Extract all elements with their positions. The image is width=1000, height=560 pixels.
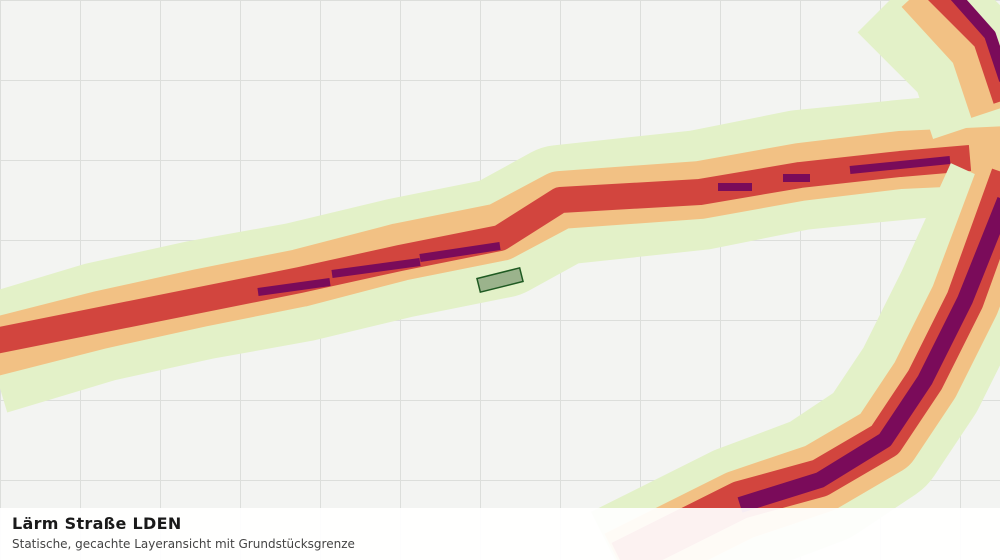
noise-band-high: [928, 0, 1000, 104]
noise-band-max: [950, 0, 1000, 82]
legend-panel: Lärm Straße LDEN Statische, gecachte Lay…: [0, 508, 1000, 560]
parcel: [476, 266, 524, 294]
noise-band-max: [257, 156, 951, 296]
noise-band-high: [0, 145, 972, 354]
noise-band-max: [737, 197, 1000, 513]
parcel-boundary: [476, 266, 524, 294]
legend-title: Lärm Straße LDEN: [12, 514, 182, 533]
legend-subtitle: Statische, gecachte Layeransicht mit Gru…: [12, 537, 355, 551]
